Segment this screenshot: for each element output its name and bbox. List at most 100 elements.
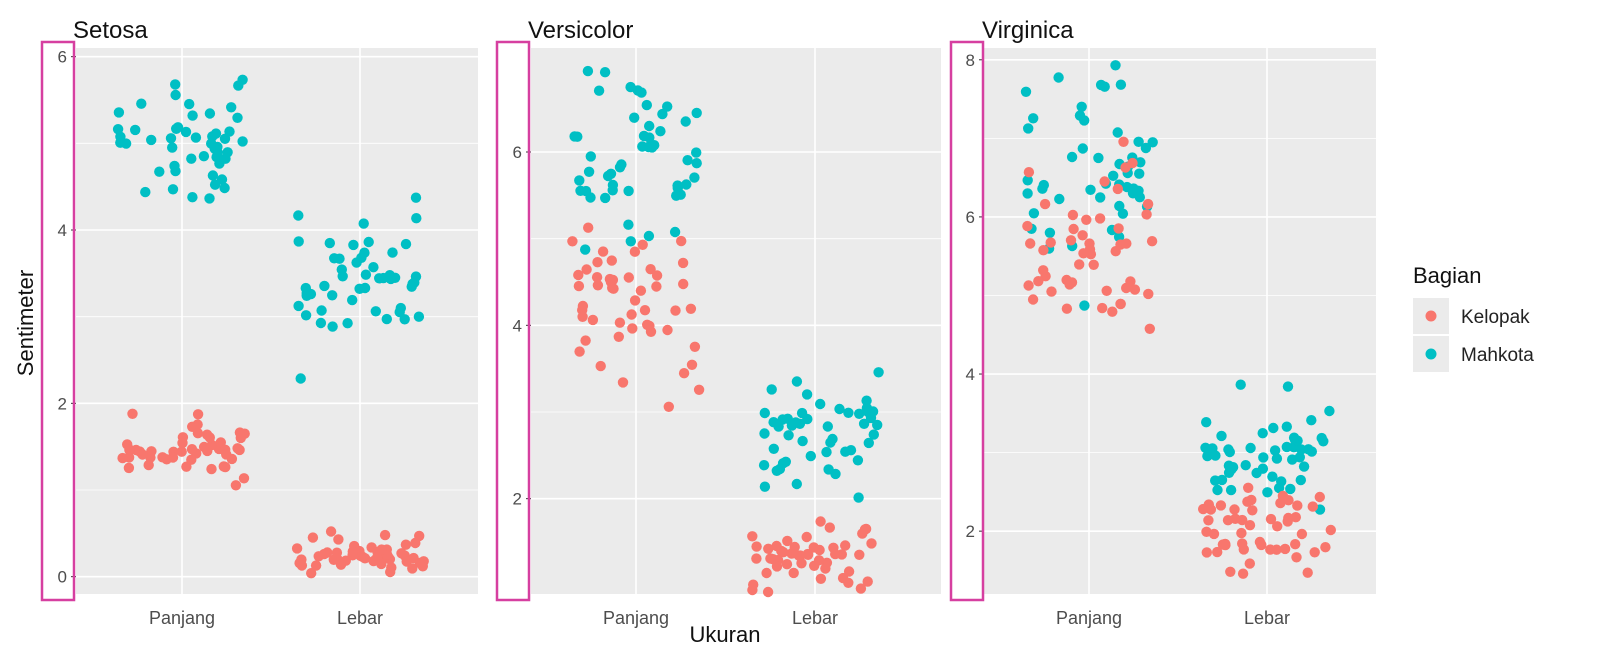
point-mahkota-panjang bbox=[1028, 113, 1039, 124]
y-axis-virginica: 2 4 6 8 bbox=[966, 51, 984, 541]
point-mahkota-panjang bbox=[171, 123, 182, 134]
point-kelopak-panjang bbox=[642, 319, 653, 330]
point-kelopak-panjang bbox=[639, 305, 651, 316]
point-mahkota-lebar bbox=[1210, 475, 1221, 486]
point-mahkota-panjang bbox=[187, 192, 198, 203]
point-mahkota-panjang bbox=[1053, 72, 1064, 83]
point-kelopak-panjang bbox=[161, 454, 172, 465]
point-kelopak-panjang bbox=[574, 346, 585, 357]
point-kelopak-panjang bbox=[1113, 223, 1124, 234]
point-mahkota-lebar bbox=[1298, 461, 1310, 472]
point-kelopak-lebar bbox=[1222, 515, 1234, 526]
point-kelopak-lebar bbox=[1256, 539, 1267, 551]
point-kelopak-lebar bbox=[1307, 501, 1319, 512]
point-mahkota-lebar bbox=[873, 367, 884, 378]
point-mahkota-panjang bbox=[1128, 183, 1139, 194]
point-mahkota-lebar bbox=[868, 429, 879, 440]
point-kelopak-panjang bbox=[693, 384, 705, 395]
point-kelopak-panjang bbox=[1125, 276, 1136, 287]
point-mahkota-lebar bbox=[324, 237, 335, 249]
point-mahkota-panjang bbox=[204, 108, 216, 119]
point-mahkota-panjang bbox=[605, 168, 617, 179]
point-mahkota-panjang bbox=[1076, 101, 1087, 113]
point-mahkota-panjang bbox=[226, 102, 237, 113]
point-kelopak-panjang bbox=[670, 305, 681, 316]
point-kelopak-panjang bbox=[230, 480, 242, 491]
point-mahkota-lebar bbox=[863, 437, 874, 449]
highlight-box-virginica bbox=[949, 40, 985, 602]
point-mahkota-panjang bbox=[1112, 127, 1123, 138]
point-kelopak-panjang bbox=[1141, 209, 1152, 220]
point-mahkota-panjang bbox=[1079, 115, 1090, 126]
point-kelopak-panjang bbox=[186, 454, 197, 465]
point-kelopak-lebar bbox=[1229, 504, 1240, 515]
point-mahkota-lebar bbox=[1324, 405, 1335, 417]
point-kelopak-panjang bbox=[626, 309, 637, 320]
point-kelopak-lebar bbox=[1320, 542, 1331, 553]
point-kelopak-panjang bbox=[1084, 238, 1095, 249]
point-kelopak-panjang bbox=[1142, 198, 1154, 210]
point-kelopak-lebar bbox=[866, 538, 877, 549]
point-mahkota-panjang bbox=[136, 98, 147, 109]
point-kelopak-panjang bbox=[614, 317, 626, 328]
point-kelopak-panjang bbox=[577, 300, 589, 312]
point-kelopak-lebar bbox=[862, 576, 873, 587]
facet-setosa: Setosa 0 2 4 6 Panjang Lebar bbox=[40, 17, 478, 628]
point-mahkota-panjang bbox=[593, 85, 605, 96]
point-mahkota-lebar bbox=[368, 262, 379, 273]
point-kelopak-lebar bbox=[335, 559, 347, 570]
point-mahkota-panjang bbox=[1085, 184, 1096, 195]
point-mahkota-lebar bbox=[768, 443, 779, 454]
point-kelopak-lebar bbox=[333, 534, 344, 545]
point-mahkota-lebar bbox=[827, 433, 838, 445]
point-kelopak-panjang bbox=[206, 463, 217, 475]
point-mahkota-lebar bbox=[791, 376, 803, 387]
point-mahkota-panjang bbox=[569, 131, 580, 142]
point-mahkota-panjang bbox=[580, 185, 592, 197]
point-mahkota-lebar bbox=[1318, 436, 1329, 447]
point-mahkota-panjang bbox=[1022, 188, 1033, 199]
point-mahkota-panjang bbox=[669, 226, 681, 238]
highlight-box-setosa bbox=[40, 40, 76, 602]
point-kelopak-lebar bbox=[748, 579, 759, 590]
panel-background-versicolor bbox=[531, 48, 941, 594]
point-mahkota-panjang bbox=[1110, 60, 1121, 71]
x-tick-label-panjang-virginica: Panjang bbox=[1056, 608, 1122, 628]
point-mahkota-lebar bbox=[801, 389, 813, 400]
point-mahkota-lebar bbox=[1281, 421, 1293, 432]
point-kelopak-panjang bbox=[677, 257, 689, 269]
point-kelopak-lebar bbox=[1215, 500, 1227, 511]
point-kelopak-panjang bbox=[1118, 136, 1129, 147]
point-kelopak-panjang bbox=[192, 409, 204, 420]
point-kelopak-panjang bbox=[592, 280, 604, 291]
point-kelopak-panjang bbox=[1068, 223, 1079, 235]
point-mahkota-panjang bbox=[1133, 136, 1144, 147]
point-mahkota-panjang bbox=[671, 190, 682, 201]
points-versicolor bbox=[567, 65, 884, 598]
point-mahkota-lebar bbox=[315, 317, 327, 329]
point-mahkota-panjang bbox=[1147, 137, 1158, 148]
point-kelopak-lebar bbox=[1309, 547, 1320, 558]
point-mahkota-panjang bbox=[655, 126, 666, 137]
point-mahkota-lebar bbox=[821, 446, 832, 458]
point-kelopak-panjang bbox=[1078, 248, 1089, 259]
point-kelopak-panjang bbox=[176, 446, 187, 457]
point-mahkota-lebar bbox=[336, 264, 347, 275]
point-mahkota-panjang bbox=[1140, 142, 1152, 154]
point-kelopak-lebar bbox=[1247, 505, 1258, 516]
point-mahkota-lebar bbox=[766, 384, 777, 395]
point-mahkota-panjang bbox=[582, 65, 594, 77]
point-kelopak-panjang bbox=[645, 264, 656, 275]
point-mahkota-lebar bbox=[295, 373, 306, 384]
point-mahkota-lebar bbox=[387, 247, 398, 258]
point-kelopak-panjang bbox=[192, 428, 204, 439]
point-mahkota-lebar bbox=[865, 412, 877, 424]
point-kelopak-panjang bbox=[1067, 209, 1079, 221]
point-kelopak-lebar bbox=[778, 547, 789, 558]
point-mahkota-lebar bbox=[1212, 484, 1223, 496]
point-mahkota-lebar bbox=[773, 421, 784, 432]
point-mahkota-lebar bbox=[1201, 417, 1212, 428]
point-kelopak-panjang bbox=[1023, 280, 1034, 291]
point-mahkota-lebar bbox=[1226, 464, 1237, 475]
point-kelopak-panjang bbox=[678, 368, 690, 379]
